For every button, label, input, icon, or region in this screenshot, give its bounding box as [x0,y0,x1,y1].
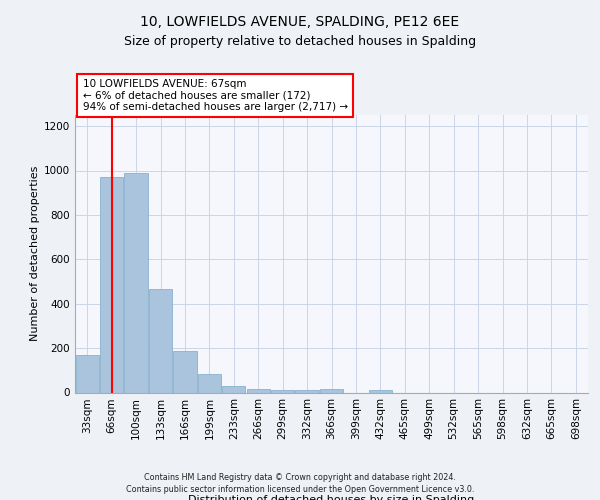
X-axis label: Distribution of detached houses by size in Spalding: Distribution of detached houses by size … [188,495,475,500]
Bar [100,177,123,392]
Bar [149,290,172,393]
Bar [173,352,197,393]
Text: 10, LOWFIELDS AVENUE, SPALDING, PE12 6EE: 10, LOWFIELDS AVENUE, SPALDING, PE12 6EE [140,16,460,30]
Bar [271,390,294,392]
Bar [198,374,221,392]
Text: Contains HM Land Registry data © Crown copyright and database right 2024.
Contai: Contains HM Land Registry data © Crown c… [126,472,474,494]
Bar [369,390,392,392]
Text: Size of property relative to detached houses in Spalding: Size of property relative to detached ho… [124,34,476,48]
Bar [222,386,245,392]
Bar [247,388,270,392]
Text: 10 LOWFIELDS AVENUE: 67sqm
← 6% of detached houses are smaller (172)
94% of semi: 10 LOWFIELDS AVENUE: 67sqm ← 6% of detac… [83,79,348,112]
Bar [320,390,343,392]
Y-axis label: Number of detached properties: Number of detached properties [30,166,40,342]
Bar [76,355,99,393]
Bar [124,172,148,392]
Bar [295,390,319,392]
